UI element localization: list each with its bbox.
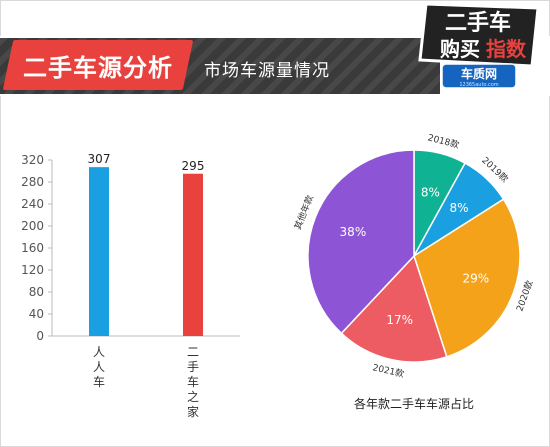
- bar-data-label: 307: [88, 152, 111, 166]
- bar-data-label: 295: [182, 159, 205, 173]
- logo-line2-b: 指数: [486, 37, 527, 61]
- bar: [89, 167, 109, 336]
- y-tick-label: 240: [21, 197, 44, 211]
- logo-url: 12365auto.com: [459, 82, 498, 88]
- pie-percent-label: 38%: [340, 225, 367, 239]
- pie-percent-label: 8%: [449, 201, 468, 215]
- y-tick-label: 280: [21, 175, 44, 189]
- y-tick-label: 320: [21, 153, 44, 167]
- pie-category-label: 2021款: [371, 361, 405, 380]
- y-tick-label: 200: [21, 219, 44, 233]
- page-title: 二手车源分析: [23, 53, 173, 82]
- pie-title: 各年款二手车车源占比: [354, 396, 474, 411]
- y-tick-label: 40: [29, 307, 44, 321]
- pie-slice: [340, 254, 448, 363]
- pie-category-label: 2018款: [427, 131, 461, 151]
- pie-slice: [307, 149, 415, 335]
- y-tick-label: 80: [29, 285, 44, 299]
- y-tick-label: 120: [21, 263, 44, 277]
- logo-brand: 车质网: [461, 66, 497, 81]
- pie-slice: [413, 198, 521, 358]
- y-tick-label: 160: [21, 241, 44, 255]
- pie-chart: 8%2018款8%2019款29%2020款17%2021款38%其他年款各年款…: [292, 131, 536, 411]
- pie-percent-label: 29%: [462, 271, 489, 285]
- x-category-label: 二手车之家: [187, 345, 199, 419]
- page-subtitle: 市场车源量情况: [204, 61, 330, 81]
- logo-brand-box: [441, 63, 517, 89]
- bar: [183, 173, 203, 336]
- logo-line1: 二手车: [445, 10, 511, 36]
- bar-chart: 0 40 80 120 160 200 240 280 320 307 人人车 295 二手车之家: [21, 152, 240, 419]
- y-tick-label: 0: [36, 329, 44, 343]
- x-category-label: 人人车: [93, 345, 105, 389]
- logo: 二手车 购买 指数 车质网 12365auto.com: [418, 2, 540, 89]
- logo-shape: [418, 2, 540, 68]
- pie-percent-label: 8%: [421, 185, 440, 199]
- pie-percent-label: 17%: [386, 313, 413, 327]
- logo-line2-a: 购买: [440, 37, 480, 61]
